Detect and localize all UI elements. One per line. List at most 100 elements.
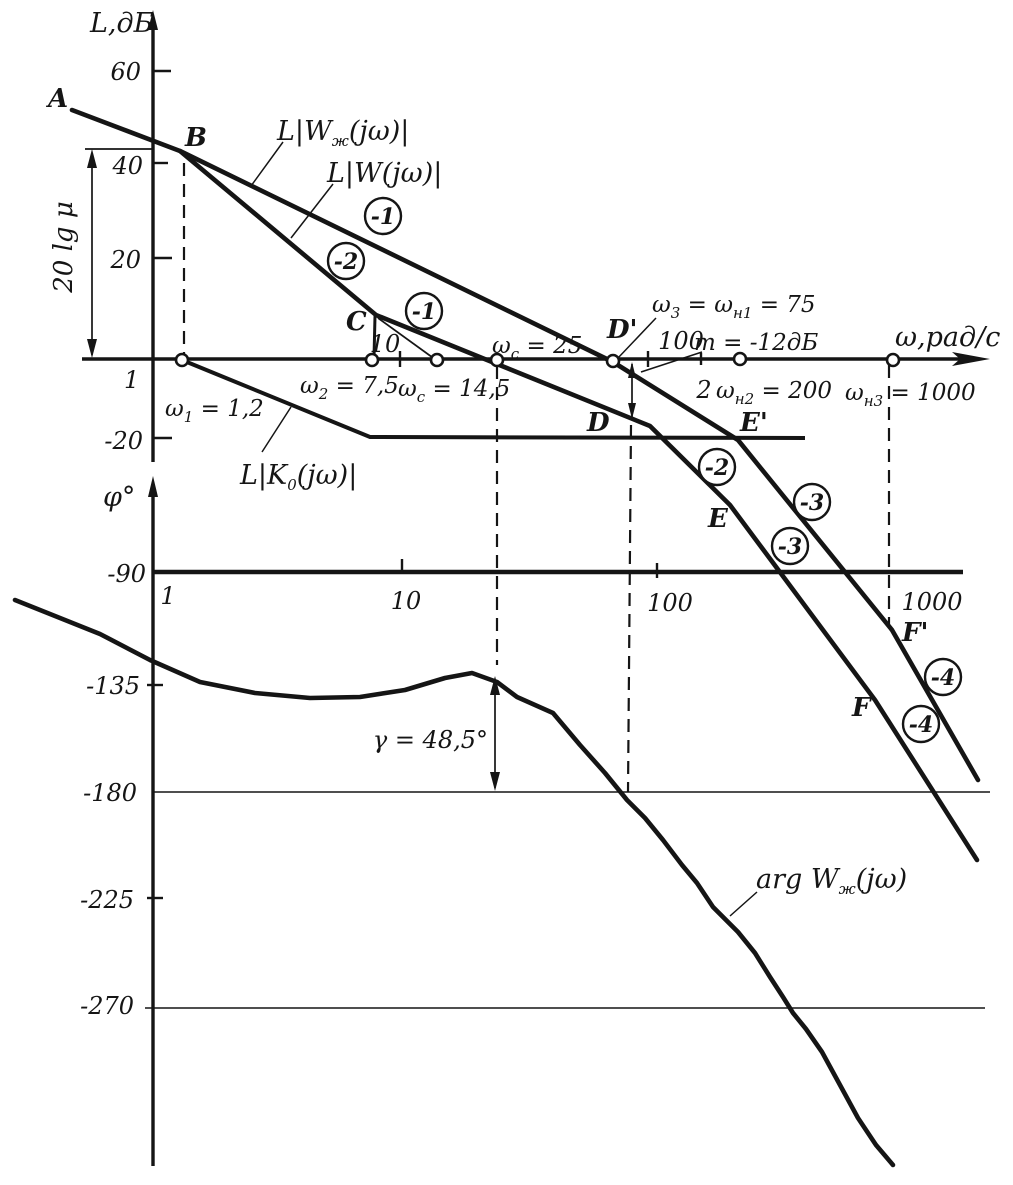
corrector-lafc-curve: [181, 358, 806, 440]
omega-n3-label: ωн3 = 1000: [845, 380, 976, 410]
omega-n2-label: ωн2 = 200: [716, 378, 832, 408]
point-label-A: A: [45, 84, 68, 114]
point-label-F: F: [851, 693, 872, 723]
slope-badge-minus4-desired: -4: [923, 657, 963, 697]
slope-badge-minus2-lower: -2: [697, 447, 737, 487]
omega-n2-base: ω: [716, 378, 735, 404]
gamma-arrow-down-icon: [490, 772, 500, 791]
freq-axis-arrow-icon: [952, 352, 990, 366]
desired-label-sub: ж: [332, 132, 349, 150]
phase-label-base: arg W: [756, 864, 841, 895]
desired-label-pointer: [250, 141, 284, 187]
omega3-value: = 75: [752, 292, 815, 318]
tick-label-minus180: -180: [83, 779, 137, 807]
desired-lafc-curve: [69, 107, 981, 783]
actual-curve-label: L|W(jω)|: [326, 158, 442, 189]
omega2-sub: 2: [318, 385, 329, 403]
freq-tick-label-2: 2: [695, 376, 711, 404]
omega3-mid: = ω: [680, 292, 733, 318]
phase-label-sub: ж: [839, 880, 856, 898]
dot-omega3: [605, 353, 621, 369]
phase-curve-label: arg Wж(jω): [756, 864, 907, 898]
desired-label-base: L|W: [276, 116, 334, 147]
slope-badge-minus3-actual: -3: [770, 526, 810, 566]
omega-c25-value: = 25: [519, 333, 582, 359]
corrector-curve-label: L|K0(jω)|: [239, 460, 357, 494]
point-label-E-prime: E': [739, 408, 768, 438]
m-label-pointer: [640, 351, 703, 373]
slope-label: -3: [800, 490, 824, 516]
corrector-label-base: L|K: [239, 460, 289, 491]
point-label-D-prime: D': [606, 315, 638, 345]
dot-omega2: [364, 352, 380, 368]
omega-c25-base: ω: [492, 333, 511, 359]
slope-badge-minus2-actual: -2: [326, 241, 366, 281]
omega-c25-label: ωс = 25: [492, 333, 582, 363]
tick-label-minus270: -270: [80, 992, 134, 1020]
omega2-value: = 7,5: [328, 373, 398, 399]
dropline-C: [372, 315, 377, 359]
slope-label: -2: [705, 455, 729, 481]
freq-tick-label-100: 100: [658, 327, 704, 355]
omega-n3-sub: н3: [864, 392, 883, 410]
tick-label-20: 20: [109, 246, 141, 274]
tick-label-minus135: -135: [86, 672, 140, 700]
corrector-label-pointer: [261, 406, 292, 453]
corrector-label-sub: 0: [287, 476, 297, 494]
slope-badge-minus4-actual: -4: [901, 704, 941, 744]
phase-axis-label: φ°: [103, 482, 135, 513]
slope-label: -3: [778, 534, 802, 560]
omega-c25-sub: с: [511, 345, 520, 363]
omega3-sub2: н1: [733, 304, 752, 322]
phase-label-pointer: [729, 891, 758, 917]
omega1-sub: 1: [184, 408, 194, 426]
gamma-label: γ = 48,5°: [373, 726, 488, 754]
slope2-extension-line: [377, 317, 437, 361]
point-label-C: C: [346, 307, 367, 337]
tick-label-40: 40: [111, 152, 143, 180]
desired-curve-label: L|Wж(jω)|: [276, 116, 409, 150]
corrector-label-rest: (jω)|: [297, 460, 358, 491]
phase-tick-label-10: 10: [391, 587, 422, 615]
phase-tick-label-100: 100: [647, 589, 693, 617]
slope-badge-minus1-actual: -1: [404, 291, 444, 331]
slope-label: -4: [931, 665, 955, 691]
freq-axis-label: ω,рад/с: [895, 322, 1000, 353]
desired-label-rest: (jω)|: [349, 116, 410, 147]
tick-label-minus20: -20: [104, 427, 143, 455]
slope-label: -1: [371, 204, 395, 230]
point-label-D: D: [586, 408, 610, 438]
omega-n3-value: = 1000: [883, 380, 975, 406]
slope-badge-minus1-desired: -1: [363, 196, 403, 236]
dot-omega-n2: [732, 351, 748, 367]
tick-label-60: 60: [110, 58, 141, 86]
omega2-base: ω: [300, 373, 319, 399]
actual-label-pointer: [290, 183, 334, 239]
omega1-value: = 1,2: [193, 396, 263, 422]
tick-label-minus90: -90: [107, 560, 146, 588]
slope-label: -4: [909, 712, 933, 738]
db-axis-arrow-icon: [148, 10, 158, 30]
omega-n2-sub: н2: [735, 390, 754, 408]
point-label-F-prime: F': [901, 618, 928, 648]
phase-tick-label-1: 1: [160, 582, 175, 610]
lg-mu-label: 20 lg μ: [49, 201, 79, 293]
omega3-label: ω3 = ωн1 = 75: [652, 292, 816, 322]
phase-curve: [12, 597, 896, 1168]
dot-omega1: [174, 352, 190, 368]
actual-lafc-curve: [177, 148, 980, 863]
omega1-base: ω: [165, 396, 184, 422]
omega-n3-base: ω: [845, 380, 864, 406]
tick-label-1: 1: [124, 366, 139, 394]
dashline-m: [626, 424, 633, 793]
m-label: m = -12дБ: [694, 330, 818, 356]
omega-c145-value: = 14,5: [425, 376, 510, 402]
omega3-base: ω: [652, 292, 671, 318]
dot-omega-c25: [489, 352, 505, 368]
omega2-label: ω2 = 7,5: [300, 373, 399, 403]
point-label-B: B: [184, 123, 207, 153]
omega-c145-label: ωс = 14,5: [398, 376, 510, 406]
omega-c145-base: ω: [398, 376, 417, 402]
